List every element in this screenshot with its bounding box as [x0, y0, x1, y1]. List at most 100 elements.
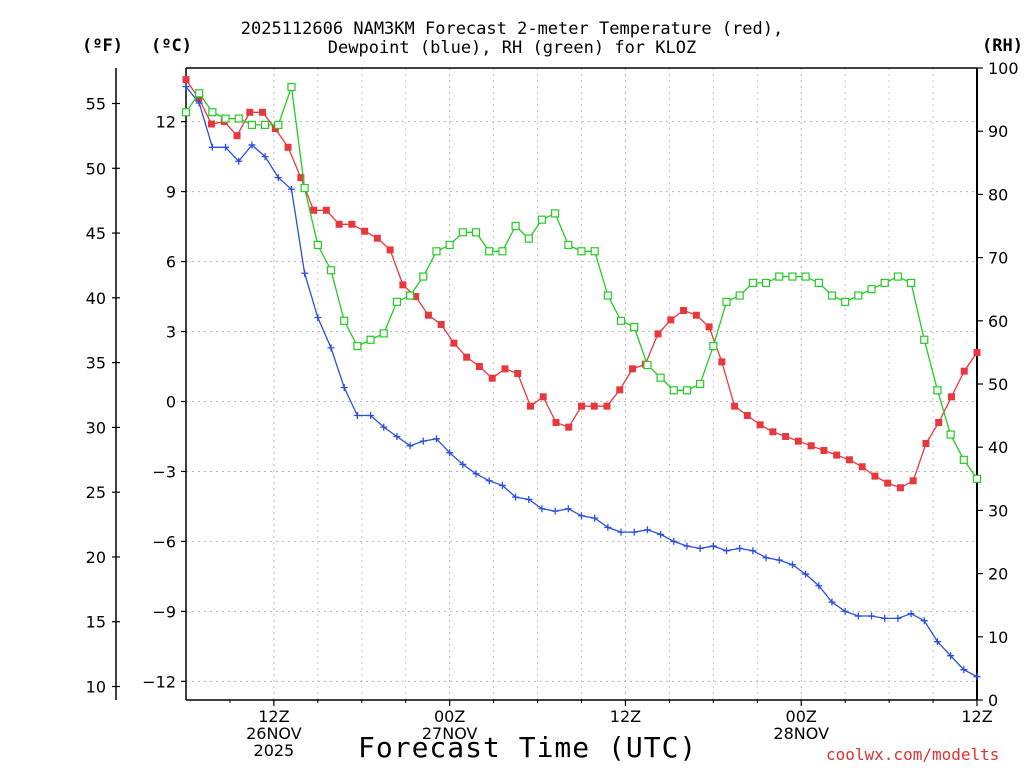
data-point	[801, 272, 810, 281]
data-point	[709, 542, 717, 550]
data-point	[552, 418, 560, 426]
data-point	[893, 272, 903, 281]
data-point	[656, 373, 665, 382]
data-point	[445, 240, 454, 250]
data-point	[578, 402, 585, 410]
rh-tick-label: 10	[988, 628, 1008, 647]
data-point	[604, 523, 612, 531]
data-point	[630, 323, 639, 332]
x-tick-label: 27NOV	[422, 724, 478, 743]
x-tick-label: 2025	[254, 741, 295, 760]
data-point	[406, 291, 415, 300]
fahrenheit-tick-label: 50	[86, 159, 106, 178]
data-point	[485, 247, 494, 256]
data-point	[960, 666, 968, 674]
data-point	[208, 143, 216, 151]
data-point	[181, 108, 191, 117]
x-tick-label: 12Z	[258, 707, 289, 726]
data-point	[393, 432, 401, 440]
data-point	[525, 495, 533, 503]
data-point	[458, 228, 467, 237]
data-point	[906, 278, 916, 287]
data-point	[326, 266, 336, 275]
series-rh	[181, 82, 982, 483]
data-point	[794, 437, 802, 445]
data-point	[629, 365, 637, 373]
data-point	[722, 297, 731, 306]
rh-tick-label: 60	[988, 312, 1008, 331]
data-point	[735, 291, 744, 300]
data-point	[538, 505, 546, 513]
data-point	[705, 323, 713, 331]
data-point	[933, 386, 942, 395]
axes-layer	[112, 67, 983, 706]
x-tick-label: 00Z	[786, 707, 817, 726]
data-point	[973, 673, 981, 681]
data-point	[247, 120, 257, 129]
data-point	[297, 174, 305, 182]
data-point	[485, 477, 493, 485]
x-tick-label: 12Z	[961, 707, 992, 726]
data-point	[782, 432, 790, 440]
data-point	[195, 89, 204, 98]
data-point	[807, 442, 815, 450]
fahrenheit-tick-label: 30	[86, 418, 106, 437]
data-point	[501, 365, 509, 373]
chart-title-line-1: 2025112606 NAM3KM Forecast 2-meter Tempe…	[240, 19, 784, 39]
data-point	[669, 386, 678, 395]
data-point	[526, 402, 534, 410]
data-point	[195, 99, 203, 107]
data-point	[946, 430, 955, 439]
data-point	[828, 598, 836, 606]
data-point	[731, 402, 739, 410]
data-point	[947, 652, 955, 660]
data-point	[907, 610, 915, 618]
x-axis-title: Forecast Time (UTC)	[358, 731, 698, 764]
celsius-tick-label: −3	[152, 462, 176, 481]
data-point	[511, 221, 520, 231]
data-point	[353, 411, 361, 419]
data-point	[802, 570, 810, 578]
data-point	[845, 456, 853, 464]
data-point	[973, 349, 981, 357]
data-point	[261, 120, 270, 129]
data-point	[718, 358, 726, 366]
data-point	[314, 314, 322, 322]
data-point	[348, 220, 356, 228]
data-point	[274, 174, 282, 182]
data-point	[340, 316, 349, 325]
data-point	[577, 247, 586, 256]
fahrenheit-tick-label: 20	[86, 548, 106, 567]
data-point	[222, 143, 230, 151]
celsius-tick-label: 9	[166, 183, 176, 202]
data-point	[367, 411, 375, 419]
fahrenheit-tick-label: 55	[86, 94, 106, 113]
fahrenheit-tick-label: 25	[86, 483, 106, 502]
data-point	[313, 240, 322, 250]
data-point	[551, 507, 559, 515]
data-point	[432, 247, 441, 256]
data-point	[471, 228, 481, 237]
rh-tick-label: 40	[988, 438, 1008, 457]
data-point	[709, 341, 718, 351]
celsius-tick-label: −12	[142, 672, 176, 691]
data-point	[235, 157, 243, 165]
data-point	[259, 108, 267, 116]
data-point	[603, 402, 611, 410]
data-point	[437, 321, 445, 329]
data-point	[972, 474, 982, 483]
source-credit: coolwx.com/modelts	[826, 745, 1000, 764]
data-point	[603, 291, 612, 300]
data-point	[300, 183, 309, 193]
data-point	[208, 108, 217, 117]
data-point	[284, 143, 292, 151]
data-point	[208, 120, 216, 128]
data-point	[340, 383, 348, 391]
data-point	[590, 247, 599, 256]
chart-title-line-2: Dewpoint (blue), RH (green) for KLOZ	[327, 38, 697, 58]
data-point	[551, 209, 560, 218]
data-point	[366, 335, 375, 344]
data-point	[788, 561, 796, 569]
fahrenheit-tick-label: 10	[86, 678, 106, 697]
rh-tick-label: 100	[988, 59, 1019, 78]
